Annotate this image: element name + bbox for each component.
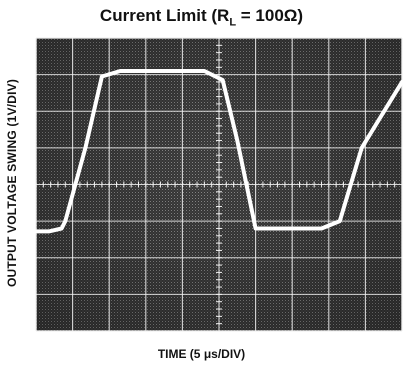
y-axis-label: OUTPUT VOLTAGE SWING (1V/DIV) (5, 78, 19, 288)
chart-title-subscript: L (229, 16, 237, 29)
voltage-trace (34, 69, 403, 234)
scope-grid (35, 37, 403, 332)
chart-title: Current Limit (RL = 100Ω) (0, 6, 403, 28)
chart-title-main: Current Limit (R (99, 6, 230, 25)
x-axis-label: TIME (5 μs/DIV) (157, 347, 246, 361)
chart-title-rest: = 100Ω) (236, 6, 304, 25)
